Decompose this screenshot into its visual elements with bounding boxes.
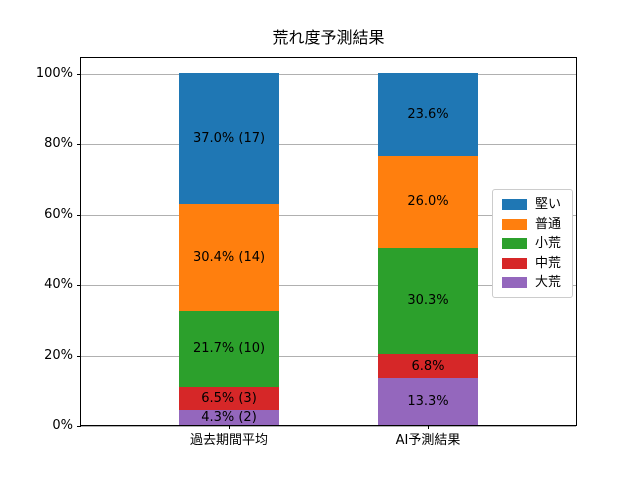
legend-entry: 大荒 [502, 275, 563, 290]
gridline [81, 214, 576, 216]
y-tick-label: 40% [44, 277, 73, 293]
gridline [81, 144, 576, 146]
gridline [81, 426, 576, 427]
y-tick-mark [77, 74, 81, 75]
legend-swatch [502, 238, 527, 249]
y-tick-mark [77, 355, 81, 357]
plot-area: 0% 20% 40% 60% 80% 100% 4.3% (2) 6.5% (3) 21.7% … [36, 57, 577, 448]
legend-label: 中荒 [535, 255, 562, 271]
bar-segment-label: 30.3% [407, 293, 449, 309]
legend-swatch [502, 199, 527, 210]
gridline [81, 285, 576, 287]
bar-segment: 30.4% (14) [179, 203, 279, 311]
bar-segment-label: 21.7% (10) [192, 341, 266, 357]
bar-segment-label: 37.0% (17) [192, 131, 266, 146]
bar-segment-label: 26.0% [407, 194, 449, 210]
bar-segment-label: 4.3% (2) [201, 409, 257, 425]
y-tick-label: 100% [35, 66, 73, 81]
bar-segment: 6.5% (3) [179, 387, 279, 410]
legend-swatch [502, 218, 527, 230]
legend-label: 普通 [535, 216, 562, 232]
y-tick-label: 20% [44, 347, 73, 363]
y-tick-mark [77, 144, 81, 146]
x-tick-label: 過去期間平均 [189, 433, 269, 448]
y-tick-label: 0% [52, 418, 73, 433]
legend-entry: 小荒 [502, 236, 563, 251]
legend-label: 堅い [535, 197, 562, 212]
x-tick-mark [229, 425, 230, 429]
bar-segment: 23.6% [378, 73, 478, 157]
y-tick-mark [77, 426, 81, 427]
bar-segment: 26.0% [378, 156, 478, 248]
legend-swatch [502, 277, 527, 288]
bar-segment: 30.3% [378, 247, 478, 355]
bar-segment: 37.0% (17) [179, 73, 279, 204]
bar-segment-label: 30.4% (14) [192, 249, 266, 265]
bar-segment: 4.3% (2) [179, 409, 279, 425]
y-tick-mark [77, 214, 81, 216]
legend-entry: 中荒 [502, 256, 563, 271]
chart-title: 荒れ度予測結果 [272, 28, 385, 47]
bar-segment-label: 6.8% [411, 358, 445, 374]
legend-label: 大荒 [535, 275, 562, 290]
bar-segment: 13.3% [378, 378, 478, 425]
x-tick-mark [428, 425, 429, 429]
bar: 13.3% 6.8% 30.3% 26.0% 23.6% [378, 73, 478, 425]
gridline [81, 355, 576, 357]
bar: 4.3% (2) 6.5% (3) 21.7% (10) 30.4% (14) 37.0… [179, 73, 279, 425]
y-tick-mark [77, 285, 81, 287]
bar-segment-label: 6.5% (3) [201, 390, 257, 406]
gridline [81, 74, 576, 75]
legend-label: 小荒 [535, 236, 562, 251]
y-tick-label: 60% [44, 206, 73, 222]
legend-swatch [502, 257, 527, 269]
bar-segment: 6.8% [378, 354, 478, 379]
legend-entry: 普通 [502, 217, 563, 232]
legend: 堅い普通小荒中荒大荒 [492, 189, 573, 298]
x-tick-label: AI予測結果 [395, 433, 461, 448]
legend-entry: 堅い [502, 197, 563, 212]
y-tick-label: 80% [44, 136, 73, 152]
bar-segment-label: 23.6% [407, 107, 449, 123]
bar-segment-label: 13.3% [407, 394, 449, 410]
bar-segment: 21.7% (10) [179, 310, 279, 387]
